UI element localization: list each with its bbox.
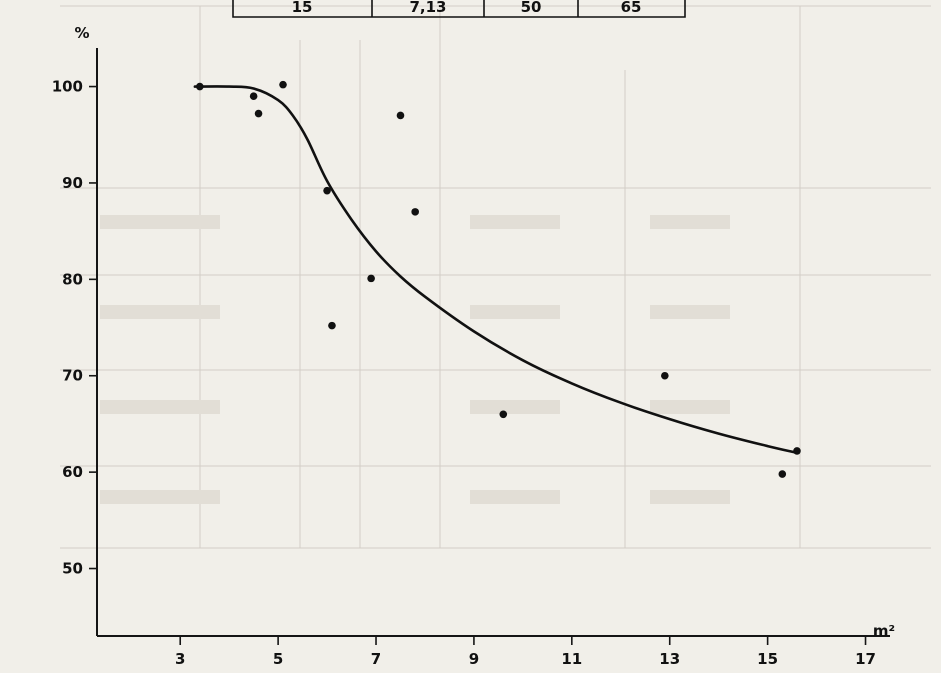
x-tick-label: 7 bbox=[371, 650, 381, 668]
y-tick-label: 80 bbox=[62, 270, 83, 288]
y-tick-label: 90 bbox=[62, 174, 83, 192]
y-tick-label: 70 bbox=[62, 367, 83, 385]
x-tick-label: 3 bbox=[175, 650, 185, 668]
data-point bbox=[367, 274, 375, 283]
x-tick-label: 5 bbox=[273, 650, 283, 668]
y-ticks: 50 60 70 80 90 100 bbox=[52, 78, 97, 578]
data-point bbox=[661, 371, 669, 380]
x-axis-label: m² bbox=[873, 622, 895, 640]
data-point bbox=[499, 410, 508, 419]
data-point bbox=[323, 186, 331, 195]
y-tick-label: 100 bbox=[52, 78, 83, 96]
data-point bbox=[254, 109, 263, 118]
data-point bbox=[778, 470, 787, 478]
top-header-boxes: 15 7,13 50 65 bbox=[232, 0, 686, 18]
data-point bbox=[249, 92, 258, 100]
data-point bbox=[793, 447, 801, 455]
background-table-texture bbox=[60, 5, 931, 549]
x-tick-label: 17 bbox=[855, 650, 876, 668]
fit-curve bbox=[193, 85, 799, 455]
top-label-2: 7,13 bbox=[409, 0, 446, 16]
top-label-1: 15 bbox=[292, 0, 313, 16]
y-axis-label: % bbox=[74, 24, 89, 42]
y-tick-label: 60 bbox=[62, 463, 83, 481]
data-point bbox=[411, 208, 419, 216]
data-point bbox=[328, 321, 336, 330]
data-point bbox=[396, 111, 405, 120]
x-ticks: 3 5 7 9 11 13 15 17 bbox=[175, 636, 876, 668]
top-label-4: 65 bbox=[621, 0, 642, 16]
data-point bbox=[195, 82, 204, 91]
top-label-3: 50 bbox=[521, 0, 542, 16]
x-tick-label: 11 bbox=[561, 650, 582, 668]
x-tick-label: 9 bbox=[469, 650, 479, 668]
data-point bbox=[279, 80, 287, 89]
y-tick-label: 50 bbox=[62, 560, 83, 578]
x-tick-label: 15 bbox=[757, 650, 778, 668]
data-points bbox=[195, 80, 801, 478]
x-tick-label: 13 bbox=[659, 650, 680, 668]
